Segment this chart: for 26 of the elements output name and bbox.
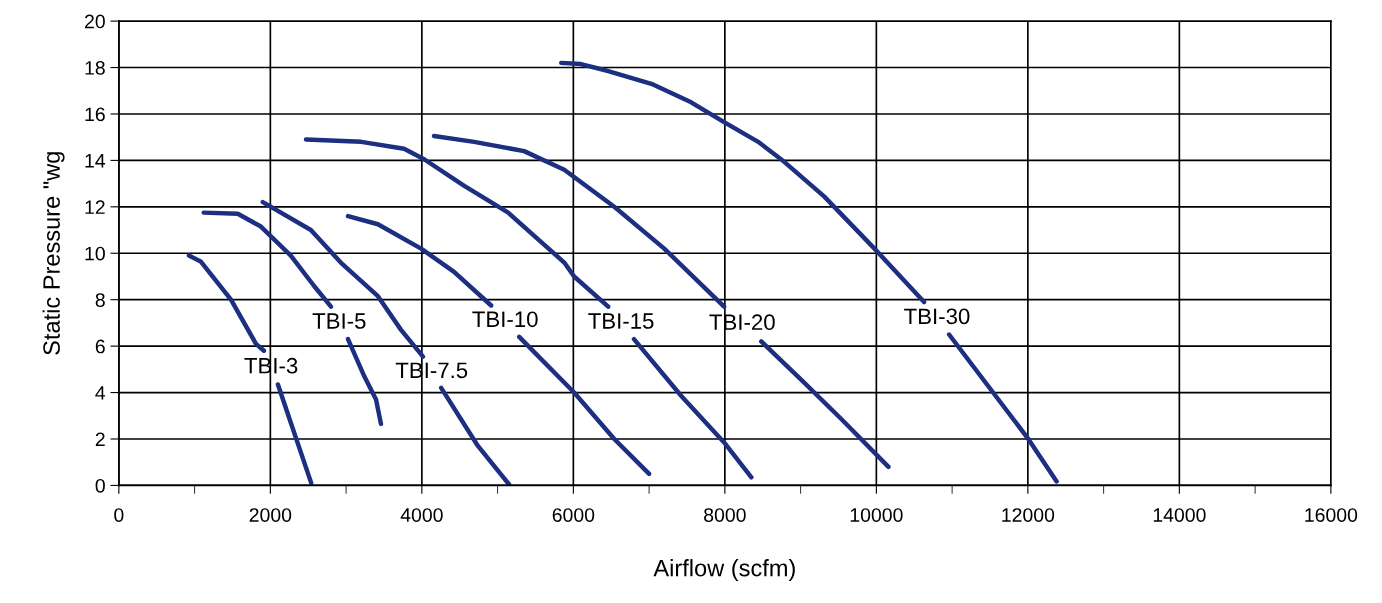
x-tick-label: 4000 xyxy=(400,508,443,522)
series-label: TBI-15 xyxy=(588,313,654,329)
y-tick-label: 20 xyxy=(85,14,105,29)
x-tick-label: 14000 xyxy=(1153,508,1206,522)
x-tick-label: 8000 xyxy=(704,508,746,522)
y-tick-label: 2 xyxy=(95,432,105,447)
y-tick-label: 10 xyxy=(85,246,105,261)
y-tick-label: 4 xyxy=(95,386,106,400)
y-tick-label: 8 xyxy=(95,293,105,307)
y-tick-label: 0 xyxy=(95,478,105,493)
series-label: TBI-10 xyxy=(472,311,538,328)
y-tick-label: 12 xyxy=(85,200,105,214)
x-tick-label: 12000 xyxy=(1002,508,1055,522)
y-tick-label: 14 xyxy=(85,154,106,168)
series-label: TBI-30 xyxy=(904,308,970,325)
y-tick-label: 16 xyxy=(85,107,105,122)
x-tick-label: 10000 xyxy=(850,508,903,522)
y-axis-title: Static Pressure "wg xyxy=(42,152,65,355)
x-tick-label: 0 xyxy=(114,508,124,522)
series-label: TBI-5 xyxy=(312,313,366,329)
y-tick-label: 6 xyxy=(95,339,105,354)
x-tick-label: 16000 xyxy=(1305,508,1358,522)
x-tick-label: 2000 xyxy=(249,508,292,522)
x-tick-label: 6000 xyxy=(552,508,595,522)
x-axis-title: Airflow (scfm) xyxy=(653,559,795,582)
y-tick-label: 18 xyxy=(85,61,105,75)
